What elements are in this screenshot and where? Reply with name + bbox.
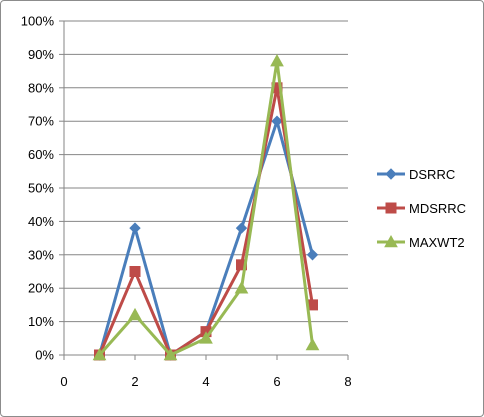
y-tick-label: 90%	[28, 47, 54, 62]
legend-label: MDSRRC	[409, 201, 466, 216]
data-point-maxwt2	[128, 307, 142, 321]
data-point-maxwt2	[92, 347, 107, 361]
legend-item-mdsrrc: MDSRRC	[377, 201, 466, 216]
axes	[59, 20, 349, 360]
y-tick-label: 10%	[28, 314, 54, 329]
y-tick-label: 40%	[28, 214, 54, 229]
data-point-maxwt2	[163, 347, 178, 361]
x-tick-label: 4	[202, 374, 209, 389]
legend-marker-dsrrc	[385, 168, 397, 180]
legend-item-dsrrc: DSRRC	[377, 167, 455, 182]
legend-label: DSRRC	[409, 167, 455, 182]
series-maxwt2	[92, 54, 320, 361]
legend-item-maxwt2: MAXWT2	[377, 234, 465, 250]
data-point-maxwt2	[234, 281, 249, 294]
legend: DSRRC MDSRRC MAXWT2	[377, 167, 466, 250]
y-tick-label: 20%	[28, 281, 54, 296]
data-point-maxwt2	[305, 337, 320, 351]
y-tick-labels: 0% 10% 20% 30% 40% 50% 60% 70% 80% 90% 100%	[21, 14, 55, 363]
y-tick-label: 100%	[21, 14, 55, 29]
legend-marker-mdsrrc	[385, 202, 397, 214]
data-point-dsrrc	[271, 115, 283, 127]
x-tick-label: 8	[344, 374, 351, 389]
data-point-mdsrrc	[129, 266, 141, 277]
data-point-dsrrc	[129, 222, 141, 234]
data-point-dsrrc	[235, 222, 248, 234]
data-point-dsrrc	[306, 249, 319, 261]
y-tick-label: 60%	[28, 147, 54, 162]
legend-label: MAXWT2	[409, 235, 465, 250]
data-point-maxwt2	[270, 54, 284, 67]
gridlines	[64, 20, 348, 323]
x-tick-labels: 0 2 4 6 8	[60, 374, 351, 389]
y-tick-label: 80%	[28, 80, 54, 95]
x-tick-label: 2	[131, 374, 138, 389]
y-tick-label: 0%	[35, 348, 54, 363]
x-tick-label: 6	[273, 374, 280, 389]
data-point-maxwt2	[199, 331, 213, 344]
x-tick-label: 0	[60, 374, 67, 389]
legend-marker-maxwt2	[384, 234, 398, 248]
y-tick-label: 30%	[28, 247, 54, 262]
series-lines	[92, 54, 320, 361]
y-tick-label: 70%	[28, 114, 54, 129]
y-tick-label: 50%	[28, 181, 54, 196]
